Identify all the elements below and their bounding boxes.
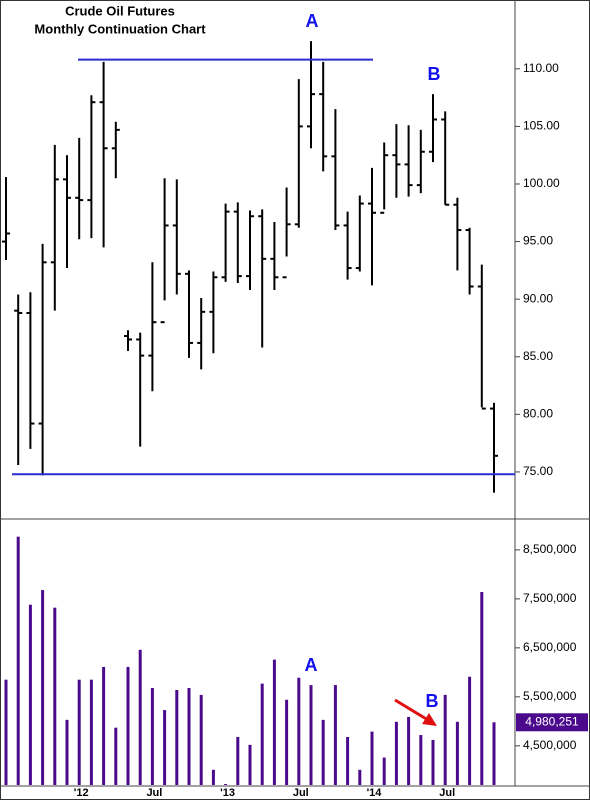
volume-bar [150,688,154,785]
volume-bar [77,679,81,785]
annotation: B [428,64,441,84]
volume-bar [163,710,167,785]
y-tick-label: 8,500,000 [523,542,577,556]
y-tick-label: 110.00 [523,61,559,75]
volume-bar [114,727,118,785]
volume-bar [394,721,398,785]
annotation: A [305,655,318,675]
y-tick-label: 75.00 [523,464,553,478]
chart-title: Crude Oil Futures [65,3,175,18]
volume-bar [65,719,69,785]
y-tick-label: 6,500,000 [523,640,577,654]
y-tick-label: 95.00 [523,234,553,248]
volume-bar [248,744,252,785]
volume-bar [492,722,496,785]
last-value-box [516,713,588,732]
volume-bar [89,679,93,785]
volume-bar [297,677,301,785]
volume-bar [431,739,435,785]
x-tick-label: Jul [293,787,309,799]
volume-bar [53,607,57,785]
volume-bar [321,719,325,785]
volume-bar [126,666,130,785]
y-tick-label: 80.00 [523,407,553,421]
volume-bar [419,735,423,785]
volume-bar [382,757,386,785]
volume-bar [333,685,337,785]
volume-bar [199,694,203,785]
volume-bar [211,769,215,785]
volume-bar [260,683,264,785]
volume-bar [285,699,289,785]
x-tick-label: '12 [74,787,89,799]
volume-bar [187,688,191,785]
y-tick-label: 4,500,000 [523,738,577,752]
volume-bar [309,685,313,785]
volume-bar [102,666,106,785]
x-tick-label: Jul [439,787,455,799]
volume-bar [480,592,484,785]
volume-bar [358,769,362,785]
annotation: A [306,11,319,31]
y-tick-label: 105.00 [523,119,560,133]
volume-bar [370,731,374,785]
volume-bar [175,689,179,785]
y-tick-label: 85.00 [523,349,553,363]
last-value-label: 4,980,251 [525,714,579,728]
red-arrow [394,698,437,726]
volume-bar [272,659,276,785]
volume-bar [16,536,20,785]
volume-bar [468,676,472,785]
y-tick-label: 100.00 [523,176,560,190]
volume-bar [407,716,411,785]
chart-subtitle: Monthly Continuation Chart [34,21,206,36]
x-tick-label: '13 [220,787,235,799]
volume-bar [455,721,459,785]
volume-bar [224,784,228,785]
volume-bar [41,590,45,785]
y-tick-label: 5,500,000 [523,689,577,703]
volume-bar [346,736,350,785]
y-tick-label: 7,500,000 [523,591,577,605]
volume-bar [236,736,240,785]
volume-bar [28,604,32,785]
volume-bar [443,694,447,785]
volume-bar [4,679,8,785]
y-tick-label: 90.00 [523,291,553,305]
x-tick-label: Jul [146,787,162,799]
x-tick-label: '14 [367,787,383,799]
volume-bar [138,649,142,785]
annotation: B [426,691,439,711]
